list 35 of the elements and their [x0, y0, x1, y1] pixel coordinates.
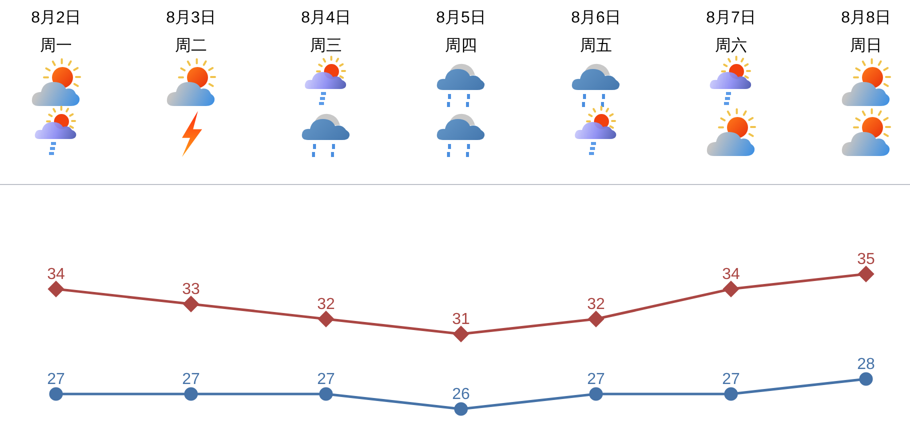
x-tick-label: 8月8日周日 [841, 9, 891, 54]
data-label: 27 [182, 371, 200, 388]
data-label: 27 [722, 371, 740, 388]
point [859, 372, 873, 386]
point [453, 326, 469, 342]
point [318, 311, 334, 327]
point [723, 281, 739, 297]
data-label: 27 [317, 371, 335, 388]
point [48, 281, 64, 297]
data-label: 27 [47, 371, 65, 388]
point [183, 296, 199, 312]
x-tick-label: 8月7日周六 [706, 9, 756, 54]
data-label: 26 [452, 386, 470, 403]
data-label: 27 [587, 371, 605, 388]
point [588, 311, 604, 327]
point [454, 402, 468, 416]
point [184, 387, 198, 401]
data-label: 31 [452, 311, 470, 328]
x-tick-label: 8月4日周三 [301, 9, 351, 54]
point [858, 266, 874, 282]
data-label: 35 [857, 251, 875, 268]
data-label: 32 [587, 296, 605, 313]
data-label: 28 [857, 356, 875, 373]
data-label: 34 [722, 266, 740, 283]
point [319, 387, 333, 401]
x-tick-label: 8月5日周四 [436, 9, 486, 54]
point [589, 387, 603, 401]
x-tick-label: 8月6日周五 [571, 9, 621, 54]
x-tick-label: 8月3日周二 [166, 9, 216, 54]
data-label: 33 [182, 281, 200, 298]
data-label: 34 [47, 266, 65, 283]
x-tick-label: 8月2日周一 [31, 9, 81, 54]
point [49, 387, 63, 401]
point [724, 387, 738, 401]
data-label: 32 [317, 296, 335, 313]
